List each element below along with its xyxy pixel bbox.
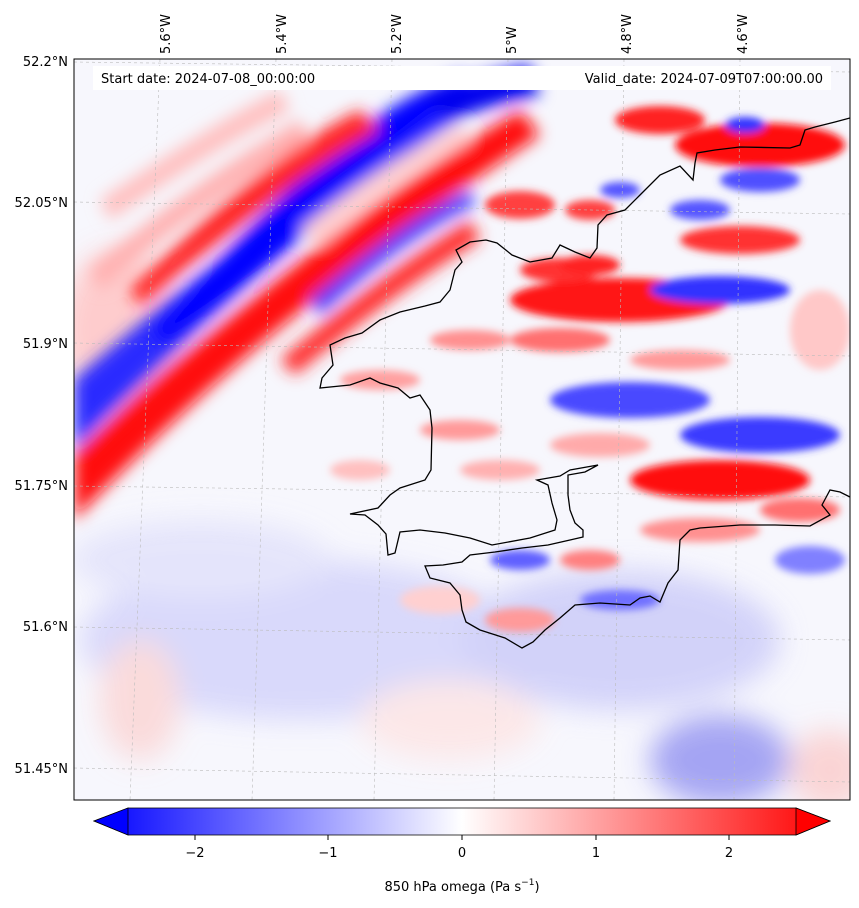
lon-label: 5°W	[505, 26, 520, 54]
colorbar-tick: 2	[725, 846, 733, 861]
colorbar-min-extend	[92, 807, 129, 836]
colorbar: −2 −1 0 1 2 850 hPa omega (Pa s−1)	[92, 807, 832, 895]
colorbar-tick: −2	[185, 846, 204, 861]
start-date-label: Start date: 2024-07-08_00:00:00	[101, 72, 315, 87]
colorbar-max-extend	[795, 807, 832, 836]
lon-label: 4.6°W	[736, 14, 751, 54]
coastline	[319, 117, 850, 649]
colorbar-tick: 0	[458, 846, 466, 861]
valid-date-label: Valid_date: 2024-07-09T07:00:00.00	[585, 72, 823, 87]
graticule	[74, 59, 850, 800]
lon-label: 5.6°W	[159, 14, 174, 54]
lat-label: 51.6°N	[23, 620, 68, 635]
latitude-labels: 52.2°N 52.05°N 51.9°N 51.75°N 51.6°N 51.…	[15, 55, 68, 777]
lat-label: 51.75°N	[15, 479, 68, 494]
omega-field	[74, 59, 850, 800]
longitude-labels: 5.6°W 5.4°W 5.2°W 5°W 4.8°W 4.6°W	[159, 14, 751, 54]
lat-label: 51.45°N	[15, 762, 68, 777]
colorbar-label: 850 hPa omega (Pa s−1)	[384, 878, 539, 895]
colorbar-tick: −1	[318, 846, 337, 861]
colorbar-bar	[92, 807, 832, 836]
colorbar-tick: 1	[592, 846, 600, 861]
date-info-box: Start date: 2024-07-08_00:00:00 Valid_da…	[93, 66, 831, 90]
lat-label: 52.2°N	[23, 55, 68, 70]
lon-label: 4.8°W	[620, 14, 635, 54]
lon-label: 5.2°W	[390, 14, 405, 54]
map-border	[73, 58, 851, 801]
lat-label: 51.9°N	[23, 337, 68, 352]
lon-label: 5.4°W	[275, 14, 290, 54]
lat-label: 52.05°N	[15, 196, 68, 211]
